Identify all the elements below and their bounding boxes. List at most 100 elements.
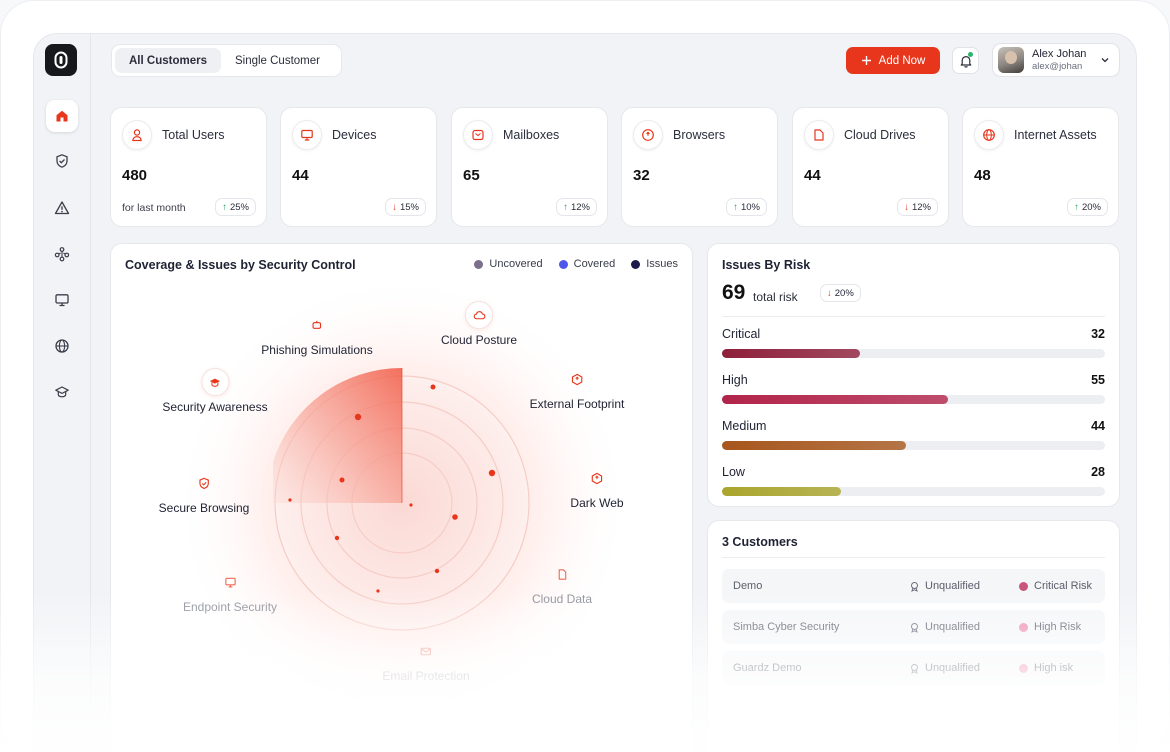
plus-icon <box>861 56 871 65</box>
user-name: Alex Johan <box>1032 48 1087 60</box>
nav-security[interactable] <box>46 145 78 177</box>
footprint-icon <box>563 365 591 393</box>
app-window: All Customers Single Customer Add Now Al… <box>33 33 1137 752</box>
brand-logo[interactable] <box>45 44 77 76</box>
total-risk-label: total risk <box>753 290 798 304</box>
radar-point <box>288 498 292 502</box>
file-icon <box>548 560 576 588</box>
stat-card-cloud-drives[interactable]: Cloud Drives 44 ↓ 12% <box>792 107 949 227</box>
add-now-button[interactable]: Add Now <box>846 47 940 74</box>
risk-bar-track <box>722 441 1105 450</box>
legend-issues[interactable]: Issues <box>631 258 678 270</box>
control-cloud-data[interactable]: Cloud Data <box>532 560 592 606</box>
radar-point <box>354 413 362 421</box>
customer-row[interactable]: Demo Unqualified Critical Risk <box>722 569 1105 603</box>
radar-point <box>376 589 380 593</box>
badge-icon <box>911 622 918 633</box>
risk-row-high[interactable]: High 55 <box>722 373 1105 413</box>
legend-uncovered[interactable]: Uncovered <box>474 258 543 270</box>
nav-alerts[interactable] <box>46 192 78 224</box>
control-email-protection[interactable]: Email Protection <box>382 637 470 683</box>
monitor-icon <box>55 294 69 307</box>
risk-level-count: 28 <box>1091 465 1105 479</box>
customer-row[interactable]: Simba Cyber Security Unqualified High Risk <box>722 610 1105 644</box>
risk-bar-track <box>722 395 1105 404</box>
stat-label: Devices <box>332 128 377 142</box>
risk-level-name: Medium <box>722 419 767 433</box>
issues-by-risk-panel: Issues By Risk 69 total risk ↓ 20% Criti… <box>707 243 1120 507</box>
control-endpoint-security[interactable]: Endpoint Security <box>183 568 277 614</box>
radar-point <box>409 503 413 507</box>
legend-dot <box>474 259 484 269</box>
stat-change-badge: ↑ 20% <box>1067 198 1108 216</box>
legend-covered[interactable]: Covered <box>558 258 616 270</box>
network-icon <box>54 247 70 262</box>
customers-panel: 3 Customers Demo Unqualified Critical Risk… <box>707 520 1120 752</box>
notifications-button[interactable] <box>952 47 979 74</box>
home-icon <box>56 110 68 122</box>
warning-icon <box>54 201 70 215</box>
risk-bar-fill <box>722 349 860 358</box>
total-risk-change: 20% <box>834 287 854 299</box>
stat-label: Internet Assets <box>1014 128 1097 142</box>
stat-card-mailboxes[interactable]: Mailboxes 65 ↑ 12% <box>451 107 608 227</box>
control-label: Security Awareness <box>162 400 268 414</box>
risk-bar-fill <box>722 395 948 404</box>
stat-card-internet-assets[interactable]: Internet Assets 48 ↑ 20% <box>962 107 1119 227</box>
control-cloud-posture[interactable]: Cloud Posture <box>441 301 517 347</box>
user-menu[interactable]: Alex Johan alex@johan <box>992 43 1120 77</box>
nav-awareness[interactable] <box>46 376 78 408</box>
customers-title: 3 Customers <box>722 535 798 549</box>
stat-value: 44 <box>292 167 309 184</box>
control-phishing-simulations[interactable]: Phishing Simulations <box>261 311 373 357</box>
nav-devices[interactable] <box>46 284 78 316</box>
stat-label: Cloud Drives <box>844 128 916 142</box>
customer-risk-label: High isk <box>1034 662 1074 674</box>
customer-row[interactable]: Guardz Demo Unqualified High isk <box>722 651 1105 685</box>
stat-value: 32 <box>633 167 650 184</box>
stat-change-badge: ↑ 10% <box>726 198 767 216</box>
nav-internet[interactable] <box>46 330 78 362</box>
stat-change-badge: ↓ 12% <box>897 198 938 216</box>
stat-card-total-users[interactable]: Total Users 480 for last month ↑ 25% <box>110 107 267 227</box>
stat-label: Total Users <box>162 128 225 142</box>
tab-all-customers[interactable]: All Customers <box>115 48 221 73</box>
stat-value: 480 <box>122 167 148 184</box>
control-secure-browsing[interactable]: Secure Browsing <box>158 469 250 515</box>
arrow-up-icon: ↑ <box>733 201 738 213</box>
total-risk-change-badge: ↓ 20% <box>820 284 861 302</box>
customer-risk: Critical Risk <box>1019 580 1092 592</box>
tab-single-customer[interactable]: Single Customer <box>234 54 320 67</box>
radar-point <box>452 514 458 520</box>
add-now-label: Add Now <box>878 54 926 67</box>
coverage-title: Coverage & Issues by Security Control <box>125 258 356 272</box>
customer-status-label: Unqualified <box>925 580 981 592</box>
risk-bar-track <box>722 349 1105 358</box>
avatar <box>998 47 1024 73</box>
nav-network[interactable] <box>46 238 78 270</box>
globe-icon <box>55 339 69 353</box>
risk-row-critical[interactable]: Critical 32 <box>722 327 1105 367</box>
logo-icon <box>54 51 68 69</box>
stat-card-browsers[interactable]: Browsers 32 ↑ 10% <box>621 107 778 227</box>
risk-row-low[interactable]: Low 28 <box>722 465 1105 505</box>
stat-change: 12% <box>570 201 590 213</box>
risk-row-medium[interactable]: Medium 44 <box>722 419 1105 459</box>
legend-dot <box>631 259 641 269</box>
control-security-awareness[interactable]: Security Awareness <box>162 368 268 414</box>
control-label: Cloud Data <box>531 592 593 606</box>
control-label: Secure Browsing <box>158 501 250 515</box>
arrow-down-icon: ↓ <box>904 201 909 213</box>
risk-level-count: 32 <box>1091 327 1105 341</box>
nav-home[interactable] <box>46 100 78 132</box>
legend-label: Covered <box>573 258 616 270</box>
stat-change: 12% <box>911 201 931 213</box>
stat-card-devices[interactable]: Devices 44 ↓ 15% <box>280 107 437 227</box>
stat-change-badge: ↑ 12% <box>556 198 597 216</box>
control-dark-web[interactable]: Dark Web <box>570 464 624 510</box>
legend-label: Uncovered <box>489 258 543 270</box>
stat-change-badge: ↓ 15% <box>385 198 426 216</box>
stat-label: Browsers <box>673 128 726 142</box>
mail-icon <box>412 637 440 665</box>
control-external-footprint[interactable]: External Footprint <box>530 365 624 411</box>
